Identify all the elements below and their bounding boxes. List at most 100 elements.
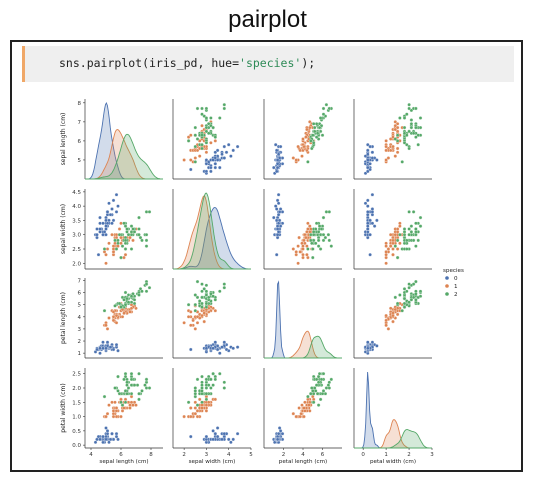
scatter-point [402,241,407,246]
scatter-point [182,414,186,419]
scatter-point [384,139,388,143]
scatter-point [368,144,372,149]
scatter-point [409,230,414,234]
scatter-point [215,148,220,153]
pair-panel-sepal-width-cm-vs-petal-width-cm [353,189,432,270]
scatter-point [321,232,326,237]
scatter-point [211,158,215,162]
scatter-point [96,434,101,439]
scatter-point [276,201,281,206]
scatter-point [117,391,122,396]
scatter-point [113,241,117,246]
scatter-point [316,380,321,385]
pair-panel-petal-length-cm-vs-sepal-length-cm: 1 2 3 4 5 6 7 petal length (cm) [60,278,163,359]
scatter-point [301,252,305,257]
scatter-point [313,389,318,393]
scatter-point [402,131,407,136]
scatter-point [395,247,400,251]
scatter-point [366,148,370,153]
scatter-point [300,154,304,158]
scatter-point [368,167,372,172]
scatter-point [107,440,111,445]
scatter-point [209,386,213,390]
scatter-point [122,311,126,315]
scatter-point [302,238,306,243]
scatter-point [186,139,191,143]
scatter-point [204,106,209,111]
x-tick-label: 6 [321,452,325,458]
scatter-point [395,230,400,234]
y-tick-label: 2.5 [72,247,81,253]
scatter-point [407,282,411,286]
scatter-point [193,125,198,130]
scatter-point [104,323,108,328]
scatter-point [200,123,204,128]
y-tick-label: 2.5 [72,372,81,378]
scatter-point [122,221,126,226]
scatter-point [229,440,233,445]
scatter-point [407,210,411,214]
scatter-point [200,400,204,405]
scatter-point [193,411,198,416]
scatter-point [193,302,198,307]
code-cell[interactable]: sns.pairplot(iris_pd, hue='species'); [22,46,514,82]
scatter-point [391,238,395,243]
scatter-point [321,371,326,376]
scatter-point [147,285,152,290]
pair-panel-sepal-width-cm-vs-sepal-width-cm [172,189,251,270]
scatter-point [193,406,198,410]
scatter-point [407,232,411,237]
scatter-point [231,437,235,442]
scatter-point [140,238,144,243]
scatter-point [395,238,400,243]
scatter-point [200,389,204,393]
scatter-point [186,302,191,307]
scatter-point [386,327,391,331]
scatter-point [308,125,312,130]
scatter-point [213,431,218,436]
x-tick-label: 2 [282,452,286,458]
scatter-point [303,241,307,246]
scatter-point [195,409,200,413]
scatter-point [137,215,141,220]
scatter-point [316,230,321,234]
scatter-point [317,125,322,130]
scatter-point [411,295,416,300]
scatter-point [125,380,129,385]
scatter-point [296,261,300,266]
code-text[interactable]: sns.pairplot(iris_pd, hue='species'); [59,56,315,70]
scatter-point [111,244,116,248]
scatter-point [204,129,209,134]
scatter-point [366,165,370,170]
scatter-point [113,386,117,390]
scatter-point [119,305,123,309]
scatter-point [384,323,388,328]
x-axis-label: sepal length (cm) [99,459,148,465]
legend: species 0 1 2 [443,268,464,298]
scatter-point [104,252,108,257]
scatter-point [211,346,215,351]
scatter-point [384,255,388,260]
pair-panel-sepal-width-cm-vs-petal-length-cm [263,189,342,270]
scatter-point [274,148,279,153]
scatter-point [193,160,198,164]
scatter-point [101,346,105,351]
scatter-point [276,440,281,445]
scatter-point [218,116,222,120]
scatter-point [384,148,388,153]
scatter-point [272,440,277,445]
scatter-point [195,315,200,319]
scatter-point [144,380,149,385]
scatter-point [197,299,202,303]
scatter-point [107,316,111,320]
scatter-point [215,434,220,439]
scatter-point [317,224,322,228]
scatter-point [107,403,111,407]
scatter-point [370,156,375,160]
scatter-point [117,227,122,231]
scatter-point [327,238,332,243]
scatter-point [418,116,423,120]
scatter-point [224,347,229,352]
scatter-point [204,434,209,439]
pair-panel-sepal-length-cm-vs-petal-width-cm [353,99,432,180]
